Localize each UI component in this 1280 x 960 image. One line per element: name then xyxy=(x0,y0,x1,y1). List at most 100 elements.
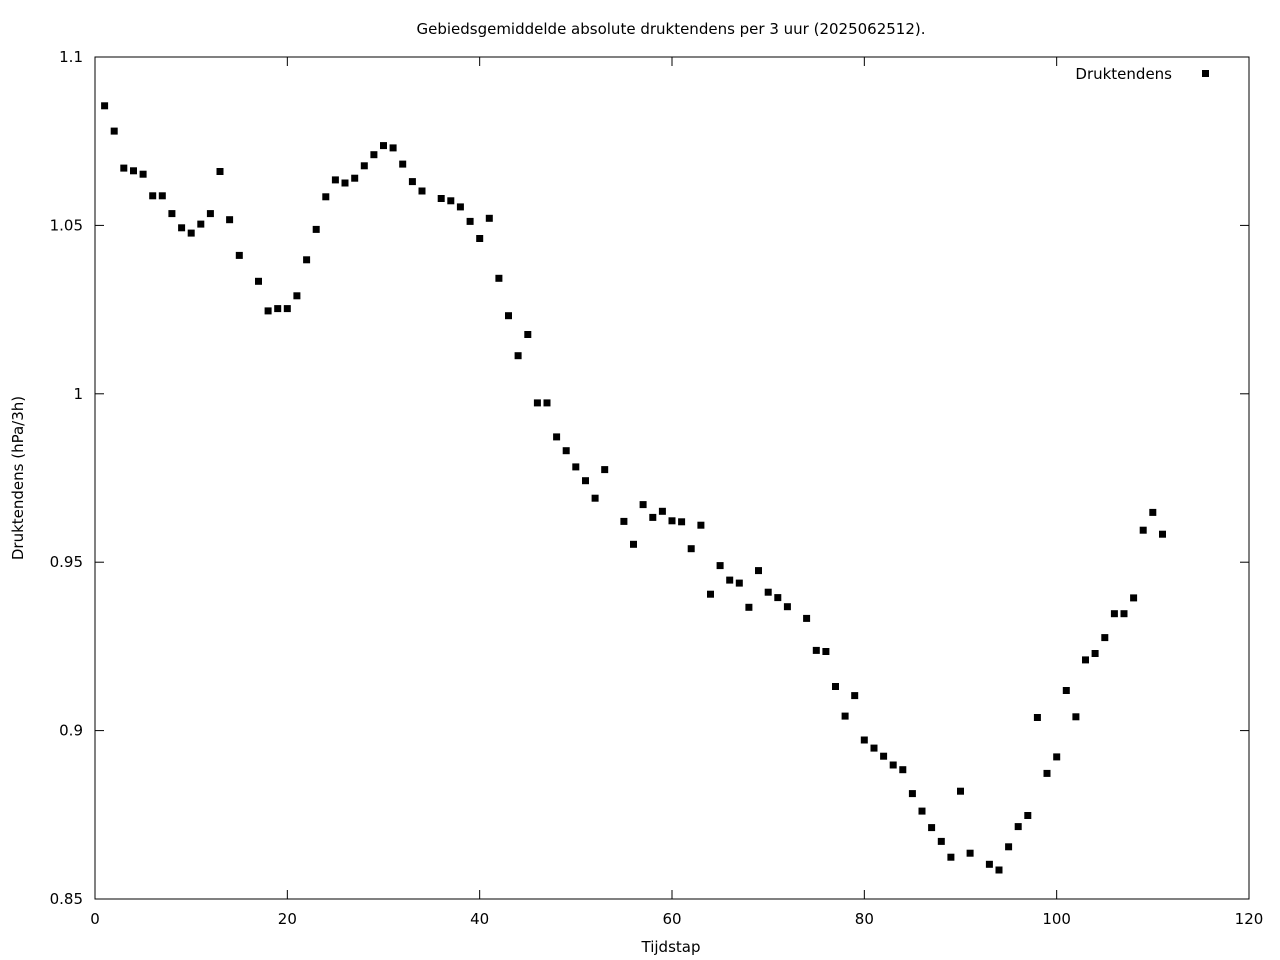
legend-marker xyxy=(1202,70,1209,77)
data-point xyxy=(1139,526,1147,534)
data-point xyxy=(668,517,676,525)
data-point xyxy=(832,683,839,690)
data-point xyxy=(851,692,859,700)
data-point xyxy=(312,225,320,233)
data-point xyxy=(264,307,272,315)
data-point xyxy=(870,744,878,752)
data-point xyxy=(985,860,993,868)
data-point xyxy=(889,761,897,769)
data-point xyxy=(860,736,868,744)
data-point xyxy=(226,216,234,224)
data-point xyxy=(1033,714,1041,721)
data-point xyxy=(1120,610,1128,618)
data-point xyxy=(130,167,137,175)
data-point xyxy=(908,790,916,798)
data-point xyxy=(1014,823,1022,831)
data-point xyxy=(149,192,157,200)
data-point xyxy=(533,399,541,407)
x-tick-label: 80 xyxy=(855,910,874,928)
data-point xyxy=(331,176,339,184)
y-tick-labels: 0.85 0.9 0.95 1 1.05 1.1 xyxy=(50,48,83,908)
legend-label: Druktendens xyxy=(1075,65,1172,83)
data-point xyxy=(543,399,551,407)
data-point xyxy=(928,824,936,832)
data-point xyxy=(110,127,118,135)
data-point xyxy=(389,144,397,152)
data-point xyxy=(1101,634,1109,642)
data-point xyxy=(658,507,666,515)
data-point xyxy=(562,447,570,455)
data-point xyxy=(456,203,464,211)
x-tick-label: 100 xyxy=(1042,910,1071,928)
data-point xyxy=(495,274,503,282)
chart-title: Gebiedsgemiddelde absolute druktendens p… xyxy=(416,20,925,38)
data-point xyxy=(716,562,724,570)
data-point xyxy=(360,162,368,170)
data-point xyxy=(822,648,830,655)
data-point xyxy=(1024,812,1032,819)
data-point xyxy=(937,837,945,845)
data-point xyxy=(505,312,512,320)
data-point xyxy=(274,305,282,313)
data-point xyxy=(485,214,493,222)
data-point xyxy=(553,433,561,441)
data-point xyxy=(803,614,811,622)
data-point xyxy=(745,603,753,611)
data-point xyxy=(841,712,849,720)
data-point xyxy=(1062,687,1070,694)
data-point xyxy=(1110,610,1118,618)
data-point xyxy=(630,540,637,548)
data-point xyxy=(687,545,695,553)
x-axis-label: Tijdstap xyxy=(641,938,701,956)
data-point xyxy=(639,501,647,509)
data-point xyxy=(697,521,705,529)
data-point xyxy=(178,224,186,232)
x-tick-label: 60 xyxy=(662,910,681,928)
data-point xyxy=(514,352,522,360)
x-tick-label: 40 xyxy=(470,910,489,928)
data-point xyxy=(572,463,580,471)
data-point xyxy=(293,292,301,300)
data-point xyxy=(255,277,262,285)
data-point xyxy=(649,513,657,521)
data-point xyxy=(966,849,974,857)
data-points xyxy=(101,102,1166,874)
data-point xyxy=(197,220,205,228)
data-point xyxy=(995,866,1003,874)
data-point xyxy=(322,193,330,201)
axis-ticks xyxy=(94,56,1250,900)
x-tick-label: 0 xyxy=(90,910,100,928)
data-point xyxy=(880,752,888,760)
x-tick-label: 120 xyxy=(1235,910,1264,928)
data-point xyxy=(1091,650,1099,657)
data-point xyxy=(678,518,686,526)
y-tick-label: 0.85 xyxy=(50,890,83,908)
data-point xyxy=(447,197,455,205)
data-point xyxy=(399,160,407,168)
x-tick-labels: 0 20 40 60 80 100 120 xyxy=(90,910,1263,928)
data-point xyxy=(341,179,349,187)
data-point xyxy=(158,192,166,200)
data-point xyxy=(139,170,147,178)
data-point xyxy=(408,178,416,186)
data-point xyxy=(235,251,243,259)
data-point xyxy=(774,594,782,602)
data-point xyxy=(283,305,291,313)
data-point xyxy=(370,151,378,159)
data-point xyxy=(899,766,907,774)
data-point xyxy=(351,174,359,182)
data-point xyxy=(1159,530,1166,538)
data-point xyxy=(1005,843,1013,851)
data-point xyxy=(735,579,743,587)
data-point xyxy=(380,142,387,150)
data-point xyxy=(1082,656,1089,664)
data-point xyxy=(418,187,426,195)
data-point xyxy=(957,787,964,795)
data-point xyxy=(437,195,445,202)
data-point xyxy=(476,235,484,242)
data-point xyxy=(591,494,599,502)
data-point xyxy=(812,646,820,654)
data-point xyxy=(764,588,772,596)
